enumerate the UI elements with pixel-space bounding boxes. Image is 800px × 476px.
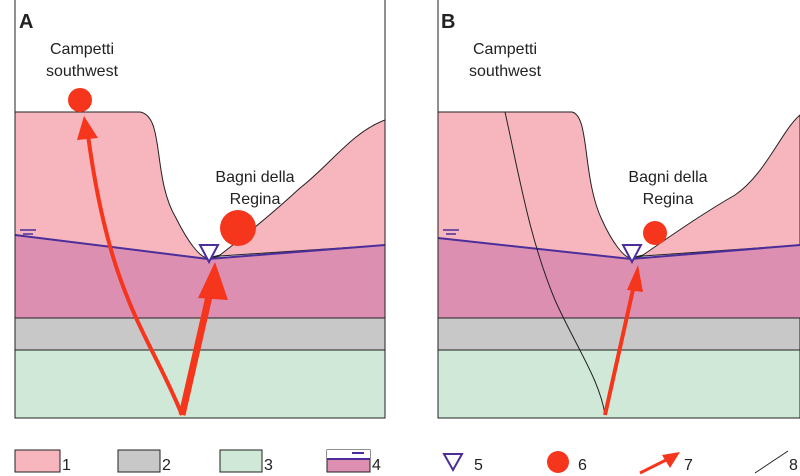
legend-label: 4 [372, 457, 381, 474]
figure: A Campetti southwest Bagni della Regina … [0, 0, 800, 476]
legend-label: 1 [62, 457, 71, 474]
legend-label: 3 [264, 457, 273, 474]
legend-label: 7 [684, 457, 693, 474]
legend-symbol [547, 451, 569, 473]
legend-swatch [118, 450, 160, 472]
spring [68, 88, 92, 112]
legend-swatch [327, 450, 370, 459]
site-label: southwest [46, 63, 119, 80]
spring [220, 210, 256, 246]
legend: 1 2 3 4 5 6 7 8 [15, 450, 798, 474]
legend-swatch [15, 450, 60, 472]
site-label: Campetti [50, 41, 114, 58]
site-label: Regina [230, 191, 281, 208]
unit-3 [15, 350, 385, 418]
legend-symbol [444, 454, 462, 470]
legend-label: 8 [789, 457, 798, 474]
site-label: Bagni della [215, 169, 294, 186]
site-label: southwest [469, 63, 542, 80]
legend-label: 2 [162, 457, 171, 474]
spring [643, 221, 667, 245]
legend-symbol [640, 459, 668, 473]
unit-1 [15, 112, 385, 259]
site-label: Bagni della [628, 169, 707, 186]
legend-swatch [220, 450, 262, 472]
legend-label: 6 [578, 457, 587, 474]
legend-label: 5 [474, 457, 483, 474]
legend-symbol [755, 451, 788, 473]
site-label: Regina [643, 191, 694, 208]
panel-label: A [19, 11, 33, 33]
site-label: Campetti [473, 41, 537, 58]
panel-label: B [441, 11, 455, 33]
panel-a: A Campetti southwest Bagni della Regina [15, 0, 385, 418]
unit-1 [438, 112, 800, 259]
panel-b: B Campetti southwest Bagni della Regina [438, 0, 800, 418]
